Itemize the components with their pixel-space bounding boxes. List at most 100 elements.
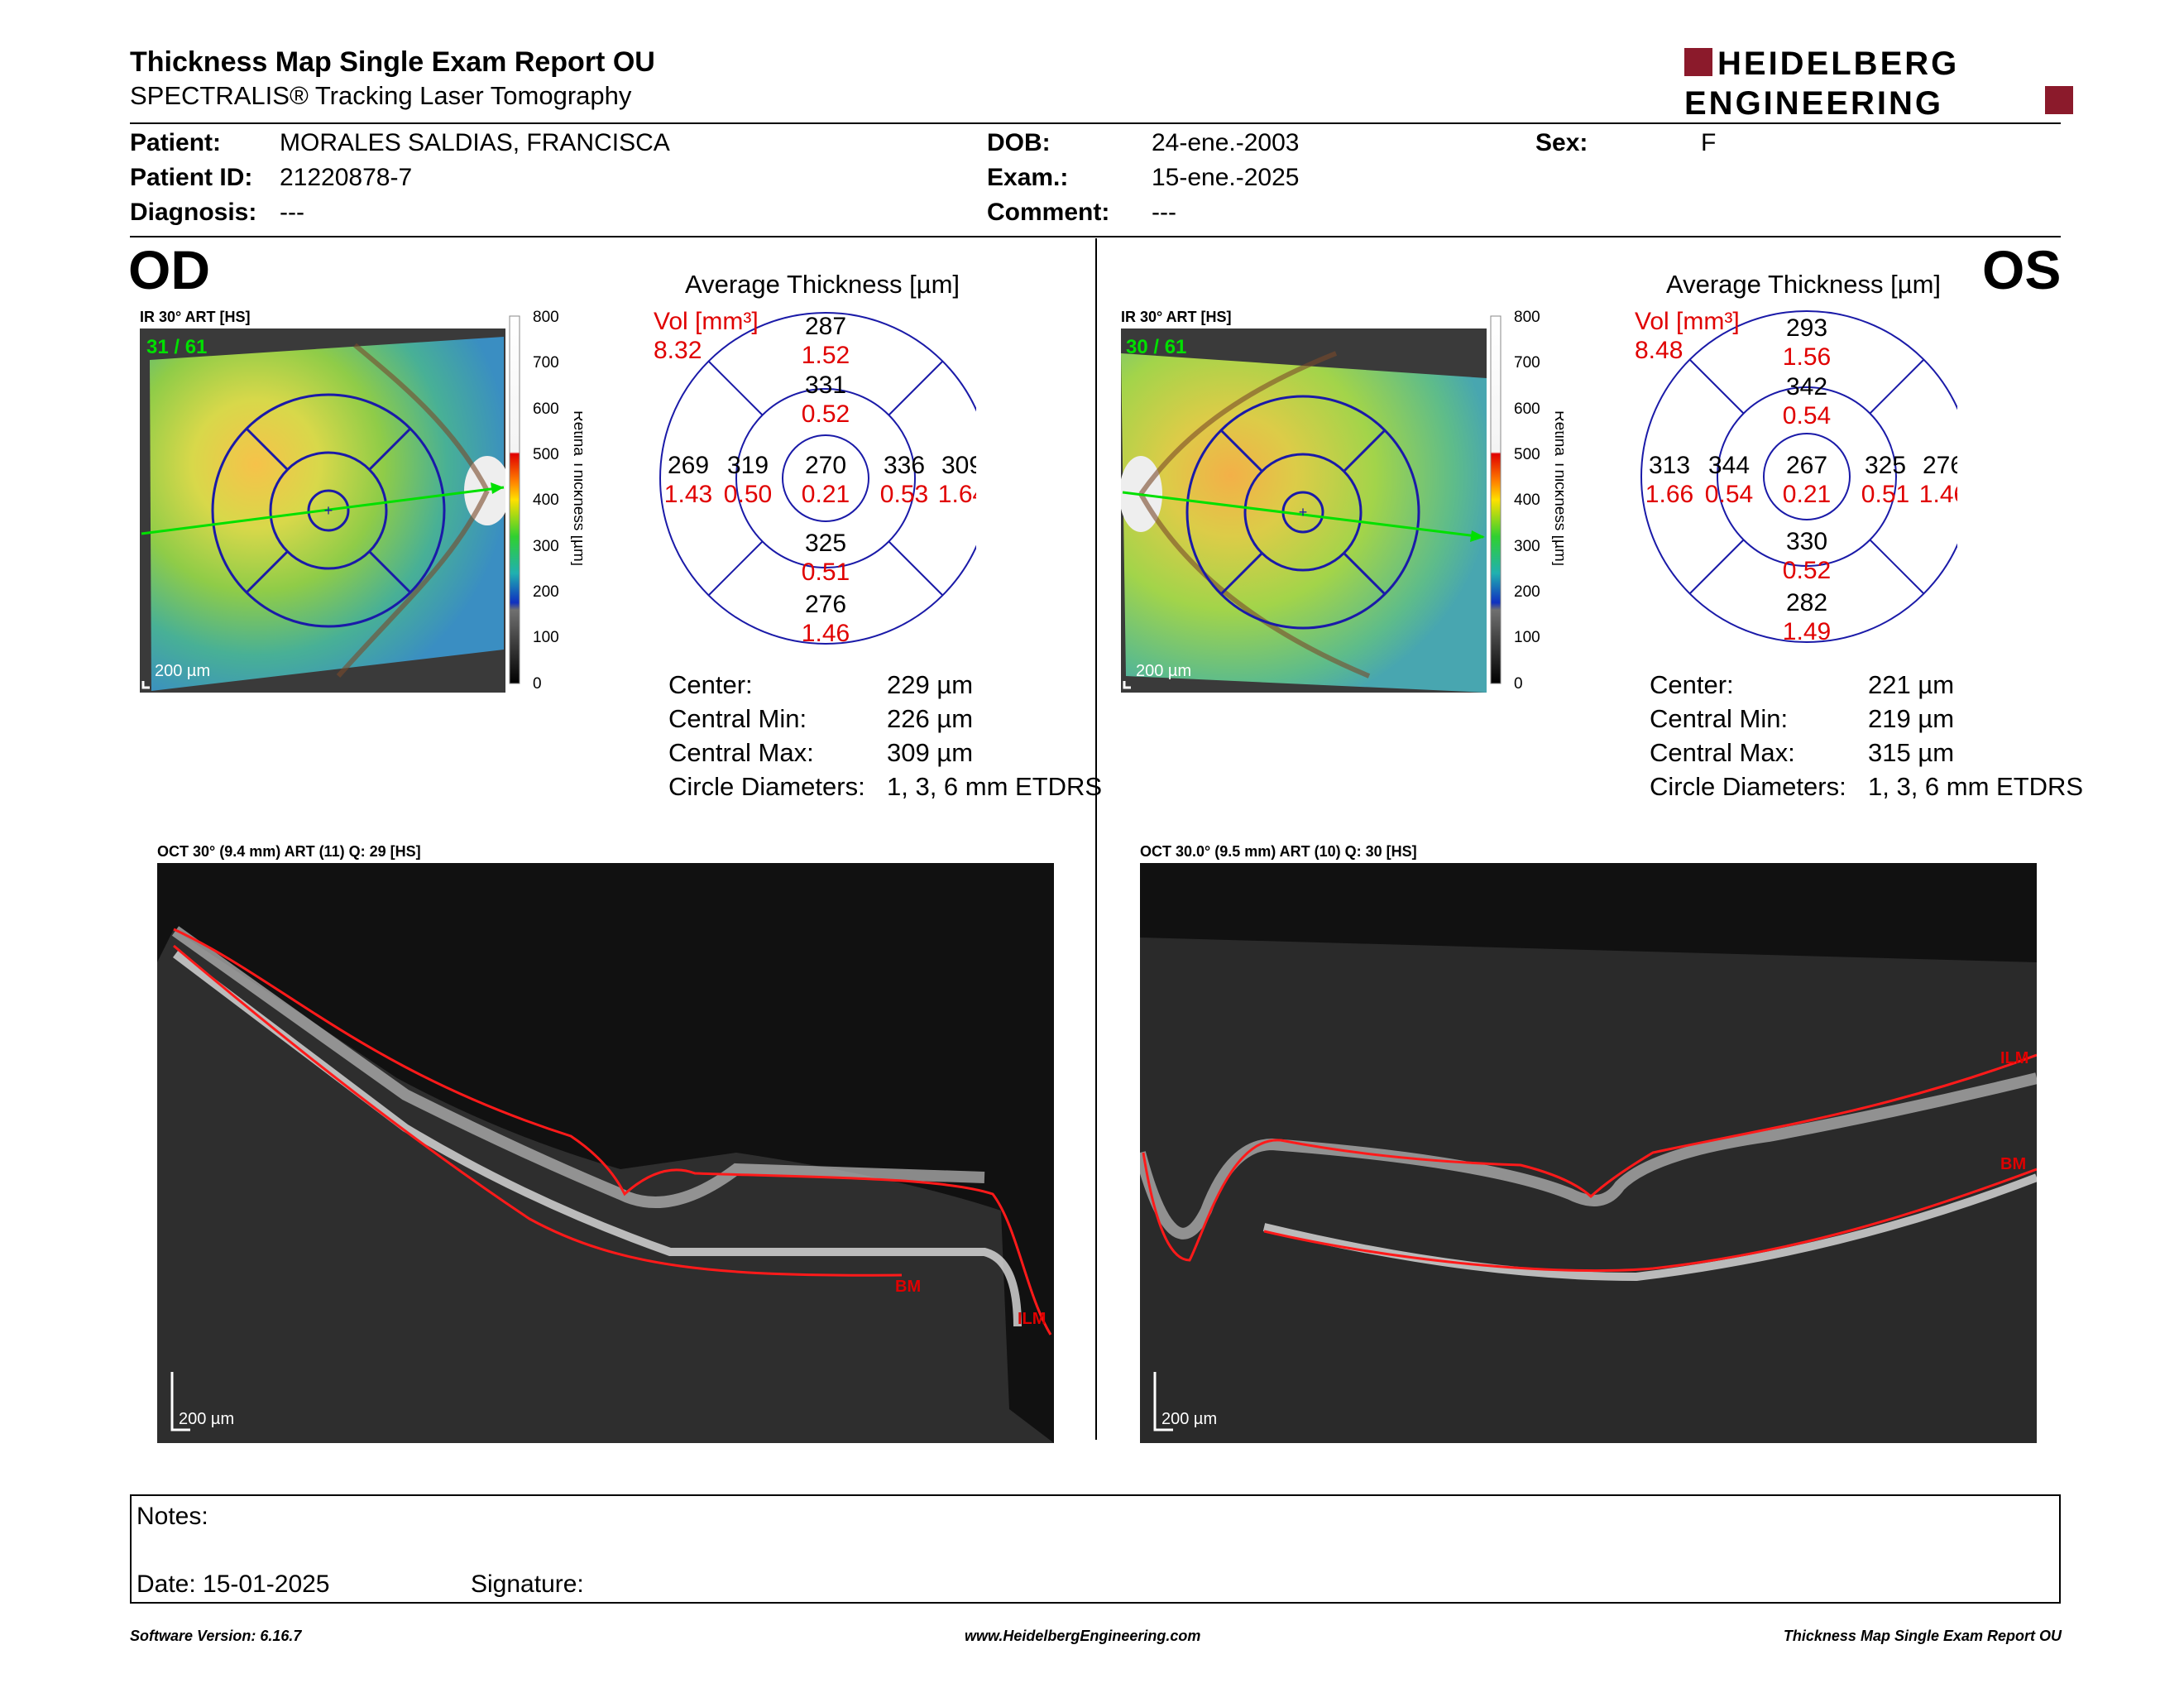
sex-value: F [1701,129,1717,156]
svg-text:31 / 61: 31 / 61 [146,336,207,358]
comment-value: --- [1152,199,1176,226]
od-stat-max-value: 309 µm [887,738,974,767]
od-stat-diam-value: 1, 3, 6 mm ETDRS [887,772,1103,801]
od-inner-inf-thick: 325 [805,530,846,557]
dob-value: 24-ene.-2003 [1152,129,1300,156]
report-subtitle: SPECTRALIS® Tracking Laser Tomography [130,81,632,110]
svg-text:ILM: ILM [2000,1049,2028,1067]
svg-text:Retina Thickness [µm]: Retina Thickness [µm] [570,410,582,566]
svg-text:100: 100 [533,629,559,646]
os-colorbar: 800 700 600 500 400 300 200 100 0 Retina… [1490,309,1564,693]
svg-text:700: 700 [533,354,559,372]
od-stat-center-value: 229 µm [887,670,974,699]
od-center-thick: 270 [805,452,846,479]
svg-text:+: + [1299,504,1308,520]
od-outer-temp-thick: 269 [668,452,709,479]
od-outer-inf-vol: 1.46 [802,620,850,647]
svg-text:400: 400 [1514,492,1540,509]
os-stat-diam-label: Circle Diameters: [1650,772,1846,801]
patient-label: Patient: [130,129,222,156]
od-outer-nas-thick: 309 [941,452,976,479]
od-eye-label: OD [128,239,210,300]
os-oct-scan: ILM BM 200 µm [1140,863,2037,1443]
patient-name: MORALES SALDIAS, FRANCISCA [280,129,670,156]
os-outer-nas-vol: 1.46 [1919,481,1957,508]
notes-label: Notes: [136,1503,208,1530]
od-stat-min-value: 226 µm [887,704,974,733]
od-vol-label: Vol [mm³] [654,308,759,335]
os-center-vol: 0.21 [1783,481,1831,508]
svg-text:200 µm: 200 µm [179,1410,234,1428]
svg-text:BM: BM [2000,1155,2026,1173]
od-chart-title: Average Thickness [µm] [685,270,960,299]
os-vol-label: Vol [mm³] [1635,308,1740,335]
svg-text:200: 200 [533,583,559,601]
od-inner-sup-vol: 0.52 [802,400,850,428]
comment-label: Comment: [987,199,1110,226]
od-stat-diam-label: Circle Diameters: [668,772,865,801]
sex-label: Sex: [1535,129,1588,156]
svg-text:+: + [324,502,333,519]
od-outer-inf-thick: 276 [805,591,846,618]
footer-report-title: Thickness Map Single Exam Report OU [1783,1628,2062,1644]
os-stat-max-value: 315 µm [1868,738,1955,767]
exam-label: Exam.: [987,164,1069,191]
od-stat-max-label: Central Max: [668,738,814,767]
os-outer-sup-thick: 293 [1786,314,1827,342]
header-divider [130,122,2061,124]
os-inner-nas-thick: 325 [1865,452,1906,479]
svg-text:600: 600 [1514,400,1540,418]
od-outer-nas-vol: 1.64 [938,481,976,508]
svg-text:400: 400 [533,492,559,509]
od-fundus-map: + 31 / 61 200 µm [140,328,505,693]
os-stat-center-label: Center: [1650,670,1734,699]
os-stat-max-label: Central Max: [1650,738,1795,767]
os-outer-nas-thick: 276 [1923,452,1957,479]
signature-label: Signature: [471,1571,584,1598]
os-oct-label: OCT 30.0° (9.5 mm) ART (10) Q: 30 [HS] [1140,843,1417,860]
dob-label: DOB: [987,129,1051,156]
svg-text:ILM: ILM [1018,1310,1046,1328]
os-outer-sup-vol: 1.56 [1783,343,1831,371]
os-fundus-map: + 30 / 61 200 µm [1121,328,1487,693]
patient-id-label: Patient ID: [130,164,253,191]
svg-text:300: 300 [1514,538,1540,555]
svg-text:500: 500 [1514,446,1540,463]
os-outer-temp-vol: 1.66 [1645,481,1693,508]
svg-text:600: 600 [533,400,559,418]
os-inner-inf-thick: 330 [1786,528,1827,555]
website-link[interactable]: www.HeidelbergEngineering.com [965,1628,1201,1644]
svg-text:ENGINEERING: ENGINEERING [1684,85,1943,119]
svg-text:30 / 61: 30 / 61 [1126,336,1186,358]
heidelberg-logo: HEIDELBERG ENGINEERING [1684,46,2073,119]
svg-text:200 µm: 200 µm [155,662,210,680]
os-outer-inf-thick: 282 [1786,589,1827,616]
od-inner-nas-thick: 336 [884,452,925,479]
os-stat-diam-value: 1, 3, 6 mm ETDRS [1868,772,2084,801]
od-etdrs-grid: 287 1.52 331 0.52 269 1.43 319 0.50 270 … [659,312,976,647]
os-etdrs-grid: 293 1.56 342 0.54 313 1.66 344 0.54 267 … [1640,310,1957,645]
svg-text:HEIDELBERG: HEIDELBERG [1717,46,1959,82]
svg-text:800: 800 [1514,309,1540,326]
od-inner-nas-vol: 0.53 [880,481,928,508]
diagnosis-label: Diagnosis: [130,199,257,226]
diagnosis-value: --- [280,199,304,226]
od-vol-value: 8.32 [654,337,702,364]
od-center-vol: 0.21 [802,481,850,508]
od-ir-label: IR 30° ART [HS] [140,309,251,325]
svg-text:200 µm: 200 µm [1136,662,1191,680]
svg-text:200: 200 [1514,583,1540,601]
os-inner-sup-thick: 342 [1786,373,1827,400]
od-inner-sup-thick: 331 [805,372,846,399]
report-title: Thickness Map Single Exam Report OU [130,46,655,78]
od-inner-temp-thick: 319 [727,452,769,479]
svg-text:Retina Thickness [µm]: Retina Thickness [µm] [1551,410,1564,566]
svg-text:0: 0 [533,675,542,693]
software-version: Software Version: 6.16.7 [130,1628,302,1644]
os-stat-min-label: Central Min: [1650,704,1789,733]
svg-text:200 µm: 200 µm [1161,1410,1217,1428]
os-ir-label: IR 30° ART [HS] [1121,309,1232,325]
notes-box: Notes: Date: 15-01-2025 Signature: [130,1494,2061,1604]
patient-divider [130,236,2061,237]
date-label: Date: 15-01-2025 [136,1571,330,1598]
